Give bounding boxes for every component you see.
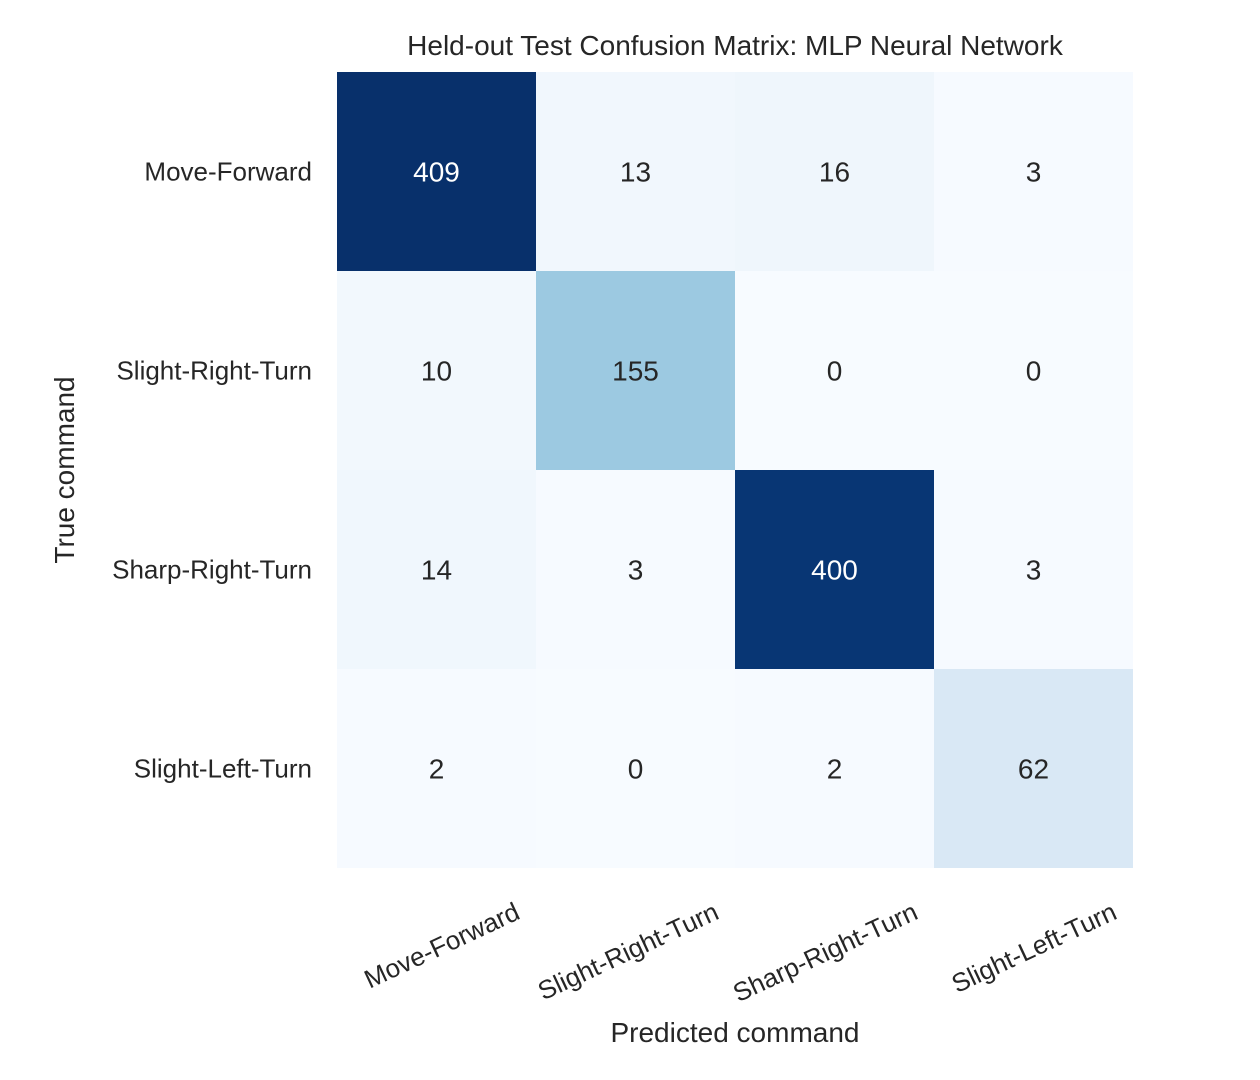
y-tick-label: Move-Forward: [144, 157, 312, 187]
heatmap-cell: [337, 271, 536, 470]
heatmap-cell-value: 2: [827, 754, 843, 785]
heatmap-cell: [536, 669, 735, 868]
heatmap-cell-value: 0: [628, 754, 644, 785]
heatmap-cell: [536, 470, 735, 669]
heatmap-cell: [337, 669, 536, 868]
heatmap-cell-value: 3: [628, 555, 644, 586]
x-axis-tick-labels: Move-Forward Slight-Right-Turn Sharp-Right…: [359, 896, 1121, 1008]
heatmap-cell-value: 14: [421, 555, 452, 586]
heatmap-cell-value: 2: [429, 754, 445, 785]
heatmap-cell-value: 409: [413, 157, 460, 188]
heatmap-cell: [536, 72, 735, 271]
heatmap-cell: [735, 470, 934, 669]
y-axis-label: True command: [49, 376, 80, 563]
heatmap-cell-value: 400: [811, 555, 858, 586]
heatmap-cell-value: 0: [827, 356, 843, 387]
heatmap-cell-value: 3: [1026, 555, 1042, 586]
x-tick-label: Move-Forward: [359, 896, 524, 994]
heatmap-cell: [934, 72, 1133, 271]
y-axis-tick-labels: Move-Forward Slight-Right-Turn Sharp-Right…: [112, 157, 312, 784]
heatmap-cell-value: 16: [819, 157, 850, 188]
heatmap-cells: [337, 72, 1133, 868]
x-tick-label: Sharp-Right-Turn: [728, 896, 922, 1008]
heatmap-cell: [934, 271, 1133, 470]
heatmap-cell-labels: 409 13 16 310 155 0 014 3 400 32 0 2 62: [413, 157, 1049, 785]
heatmap-cell: [735, 72, 934, 271]
x-axis-label: Predicted command: [610, 1017, 859, 1048]
heatmap-cell-value: 0: [1026, 356, 1042, 387]
y-tick-label: Slight-Right-Turn: [116, 356, 312, 386]
heatmap-cell: [934, 669, 1133, 868]
heatmap-cell: [337, 72, 536, 271]
heatmap-cell-value: 155: [612, 356, 659, 387]
heatmap-cell-value: 10: [421, 356, 452, 387]
heatmap-cell-value: 3: [1026, 157, 1042, 188]
heatmap-cell: [735, 271, 934, 470]
y-tick-label: Sharp-Right-Turn: [112, 555, 312, 585]
heatmap-cell: [934, 470, 1133, 669]
heatmap-cell: [337, 470, 536, 669]
x-tick-label: Slight-Left-Turn: [947, 896, 1121, 999]
heatmap-cell: [735, 669, 934, 868]
heatmap-cell-value: 62: [1018, 754, 1049, 785]
heatmap-cell: [536, 271, 735, 470]
chart-title: Held-out Test Confusion Matrix: MLP Neur…: [407, 30, 1064, 61]
x-tick-label: Slight-Right-Turn: [533, 896, 723, 1006]
heatmap-cell-value: 13: [620, 157, 651, 188]
y-tick-label: Slight-Left-Turn: [134, 754, 312, 784]
